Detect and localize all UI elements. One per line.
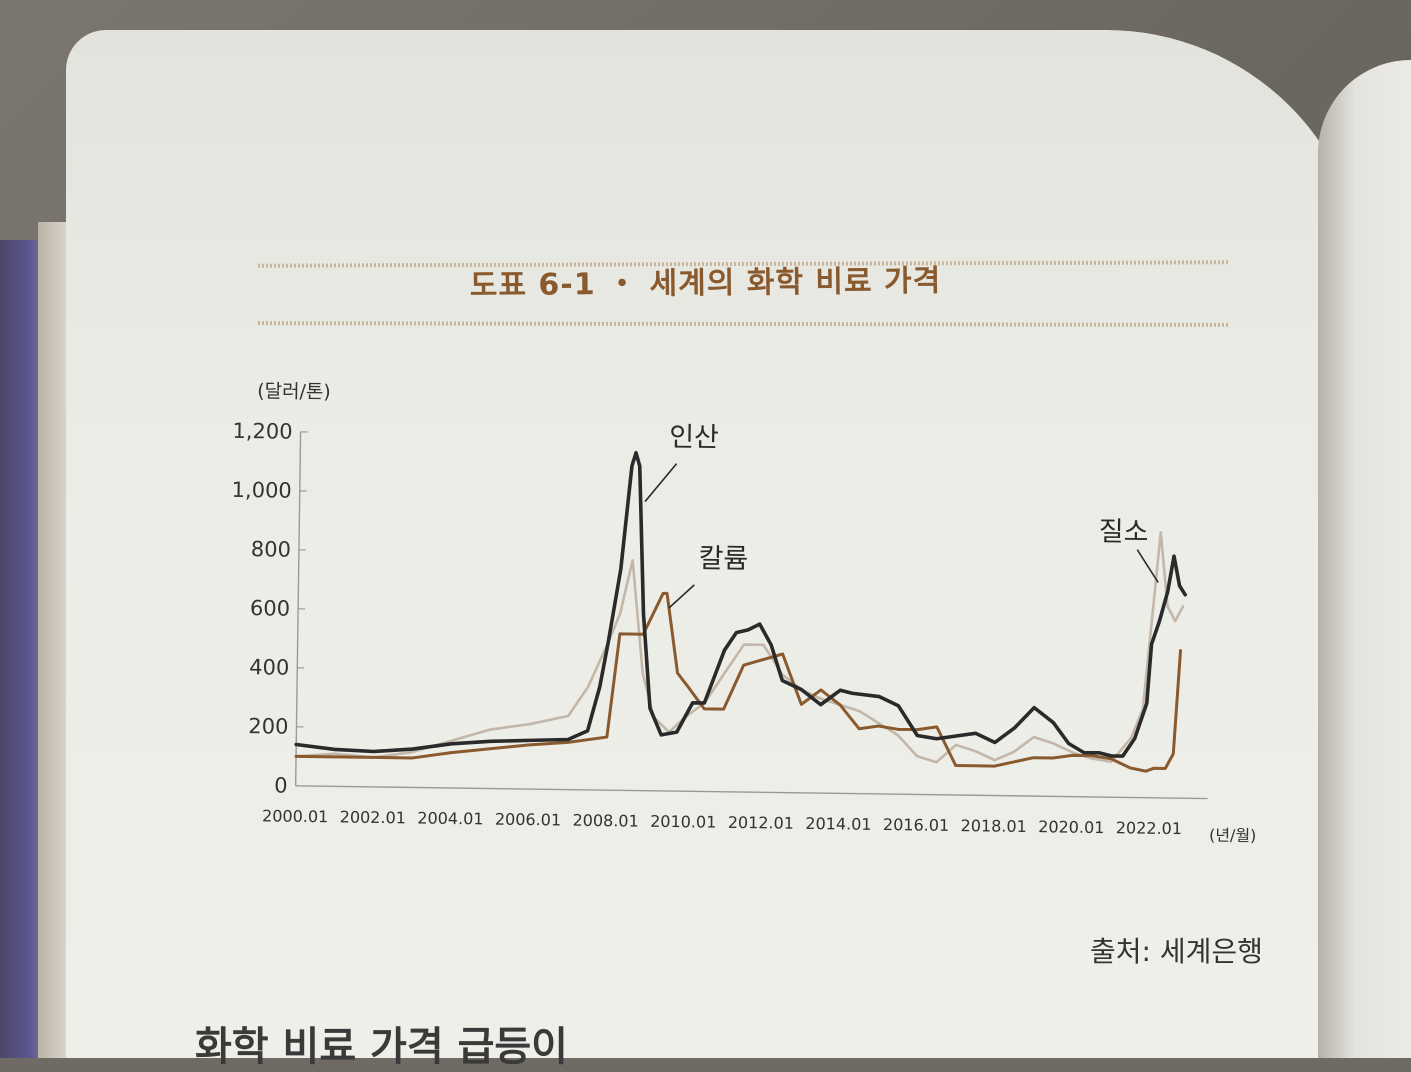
series-label: 질소	[1099, 516, 1149, 548]
x-tick-label: 2012.01	[728, 813, 794, 833]
y-tick-label: 0	[274, 774, 288, 798]
y-tick-label: 600	[250, 596, 290, 621]
x-tick-label: 2018.01	[960, 816, 1026, 836]
y-tick-label: 1,200	[232, 419, 292, 444]
x-tick-label: 2008.01	[572, 811, 638, 831]
body-text-heading: 화학 비료 가격 급등이	[195, 1014, 568, 1072]
y-tick-label: 1,000	[231, 478, 291, 503]
y-tick-label: 800	[251, 537, 291, 562]
x-tick-label: 2022.01	[1116, 818, 1182, 838]
x-tick-label: 2000.01	[262, 806, 328, 826]
source-note: 출처: 세계은행	[1090, 930, 1263, 970]
x-tick-label: 2020.01	[1038, 817, 1104, 837]
x-tick-label: 2014.01	[805, 814, 871, 834]
x-tick-label: 2004.01	[417, 809, 483, 829]
x-tick-label: 2010.01	[650, 812, 716, 832]
x-tick-label: 2006.01	[495, 810, 561, 830]
x-tick-label: 2002.01	[340, 807, 406, 827]
series-label: 인산	[669, 422, 719, 454]
x-ticks: 2000.01 2002.01 2004.01 2006.01 2008.01 2010.…	[262, 806, 1182, 838]
series-line-0	[296, 448, 1187, 763]
y-axis-unit: (달러/톤)	[257, 380, 331, 403]
x-axis-unit: (년/월)	[1209, 826, 1257, 846]
x-axis	[296, 786, 1208, 799]
series-label: 칼륨	[698, 543, 748, 575]
series-label-leader	[669, 585, 695, 609]
series-label-leader	[1137, 550, 1159, 583]
y-tick-label: 200	[248, 714, 288, 739]
series-lines	[296, 448, 1187, 772]
x-tick-label: 2016.01	[883, 815, 949, 835]
series-label-leader	[645, 463, 677, 502]
series-line-1	[296, 588, 1181, 771]
y-tick-label: 400	[249, 655, 289, 680]
